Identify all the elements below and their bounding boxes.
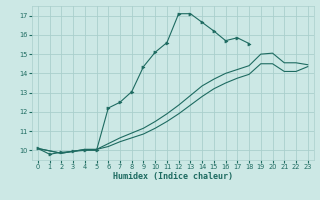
- X-axis label: Humidex (Indice chaleur): Humidex (Indice chaleur): [113, 172, 233, 181]
